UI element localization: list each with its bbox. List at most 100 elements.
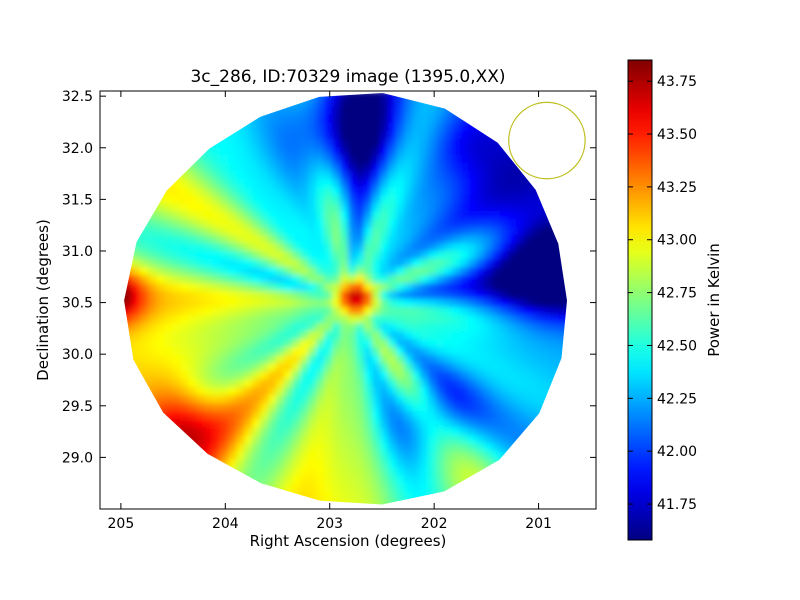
heatmap-cell [244,339,253,348]
heatmap-cell [100,491,109,500]
heatmap-cell [428,395,437,404]
heatmap-cell [140,307,149,316]
heatmap-cell [508,411,517,420]
heatmap-cell [452,187,461,196]
heatmap-cell [252,419,261,428]
heatmap-cell [508,467,517,476]
heatmap-cell [300,427,309,436]
heatmap-cell [188,403,197,412]
heatmap-cell [332,259,341,268]
heatmap-cell [452,147,461,156]
heatmap-cell [140,339,149,348]
heatmap-cell [580,475,589,484]
heatmap-cell [236,507,245,516]
heatmap-cell [324,227,333,236]
heatmap-cell [220,435,229,444]
heatmap-cell [428,363,437,372]
heatmap-cell [292,147,301,156]
heatmap-cell [300,403,309,412]
heatmap-cell [436,419,445,428]
heatmap-cell [356,419,365,428]
heatmap-cell [228,195,237,204]
heatmap-cell [404,123,413,132]
heatmap-cell [308,131,317,140]
heatmap-cell [292,491,301,500]
heatmap-cell [492,299,501,308]
heatmap-cell [348,259,357,268]
heatmap-cell [572,251,581,260]
heatmap-cell [396,283,405,292]
heatmap-cell [252,483,261,492]
heatmap-cell [484,187,493,196]
heatmap-cell [124,331,125,340]
heatmap-cell [580,363,589,372]
heatmap-cell [268,507,277,516]
heatmap-cell [380,451,389,460]
heatmap-cell [140,211,149,220]
heatmap-cell [164,123,173,132]
heatmap-cell [420,339,429,348]
heatmap-cell [372,291,381,300]
heatmap-cell [340,355,349,364]
heatmap-cell [156,179,165,188]
heatmap-cell [324,451,333,460]
heatmap-cell [428,403,437,412]
heatmap-cell [356,307,365,316]
heatmap-cell [108,387,117,396]
heatmap-cell [348,451,357,460]
heatmap-cell [220,275,229,284]
colorbar-tick-label: 42.00 [657,444,697,460]
heatmap-cell [108,283,117,292]
heatmap-cell [324,355,333,364]
heatmap-cell [500,147,509,156]
heatmap-cell [492,331,501,340]
heatmap-cell [300,339,309,348]
heatmap-cell [244,371,253,380]
heatmap-cell [388,435,397,444]
heatmap-cell [340,179,349,188]
heatmap-cell [396,387,405,396]
heatmap-cell [188,483,197,492]
heatmap-cell [180,331,189,340]
heatmap-cell [436,107,445,116]
heatmap-cell [388,211,397,220]
heatmap-cell [548,107,557,116]
x-tick-label: 201 [525,516,552,532]
heatmap-cell [404,211,413,220]
heatmap-cell [100,139,109,148]
heatmap-cell [388,235,397,244]
heatmap-cell [260,443,269,452]
heatmap-cell [436,171,445,180]
heatmap-cell [236,99,245,108]
heatmap-cell [148,267,157,276]
heatmap-cell [340,419,349,428]
heatmap-cell [532,163,541,172]
heatmap-cell [132,435,141,444]
heatmap-cell [492,147,501,156]
heatmap-cell [316,219,325,228]
heatmap-cell [580,371,589,380]
heatmap-cell [268,299,277,308]
heatmap-cell [548,235,557,244]
heatmap-cell [108,331,117,340]
heatmap-cell [100,379,109,388]
heatmap-cell [244,139,253,148]
heatmap-cell [540,275,549,284]
heatmap-cell [252,355,261,364]
heatmap-cell [476,275,485,284]
heatmap-cell [444,227,453,236]
heatmap-cell [316,427,325,436]
heatmap-cell [292,163,301,172]
heatmap-cell [324,363,333,372]
heatmap-cell [212,163,221,172]
heatmap-cell [348,235,357,244]
heatmap-cell [100,131,109,140]
heatmap-cell [548,187,557,196]
heatmap-cell [516,419,525,428]
heatmap-cell [124,483,125,492]
heatmap-cell [212,251,221,260]
heatmap-cell [540,259,549,268]
heatmap-cell [276,419,285,428]
heatmap-cell [404,339,413,348]
heatmap-cell [556,163,565,172]
